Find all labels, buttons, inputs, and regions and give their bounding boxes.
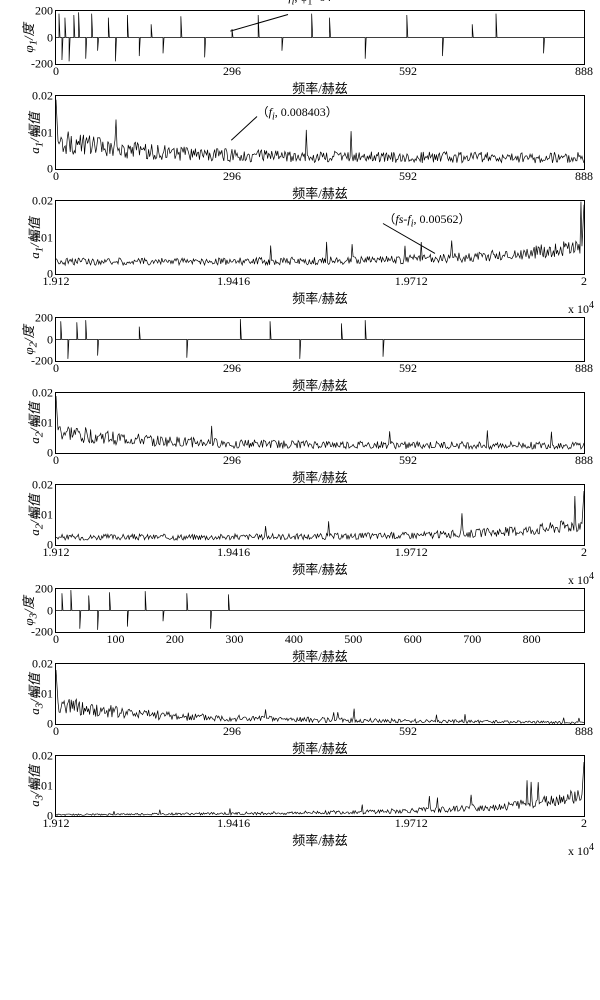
x-tick: 1.9416 <box>217 274 250 289</box>
x-tick: 100 <box>106 632 124 647</box>
x-tick: 0 <box>53 169 59 184</box>
chart-grid: φ1/度-20002000296592888频率/赫兹fi, φ1=64° a1/… <box>5 10 600 817</box>
x-tick: 592 <box>399 64 417 79</box>
x-axis-label: 频率/赫兹 <box>292 288 348 307</box>
x-tick: 296 <box>223 64 241 79</box>
chart-panel-p2: a1/幅值00.010.020296592888频率/赫兹（fi, 0.0084… <box>55 95 585 170</box>
signal-plot <box>56 393 584 453</box>
x-tick: 1.9416 <box>217 816 250 831</box>
chart-panel-p9: a3/幅值00.010.021.9121.94161.97122频率/赫兹x 1… <box>55 755 585 817</box>
y-tick: 0.01 <box>32 416 56 431</box>
annotation-label: （fi, 0.008403） <box>257 103 338 122</box>
x-tick: 0 <box>53 64 59 79</box>
y-axis-label: φ3/度 <box>18 596 40 625</box>
x-tick: 0 <box>53 724 59 739</box>
y-tick: 0.01 <box>32 125 56 140</box>
x-tick: 592 <box>399 453 417 468</box>
y-tick: 0 <box>47 30 56 45</box>
signal-plot <box>56 589 584 632</box>
y-tick: 0 <box>47 332 56 347</box>
x-tick: 500 <box>344 632 362 647</box>
axis-exponent: x 104 <box>568 571 594 588</box>
x-tick: 1.912 <box>43 274 70 289</box>
x-tick: 1.9712 <box>395 274 428 289</box>
x-tick: 1.912 <box>43 545 70 560</box>
y-tick: 0.02 <box>32 89 56 104</box>
x-tick: 296 <box>223 724 241 739</box>
y-tick: 0.02 <box>32 194 56 209</box>
y-tick: 0.01 <box>32 230 56 245</box>
y-tick: 0.02 <box>32 478 56 493</box>
y-tick: 200 <box>35 311 56 326</box>
y-tick: 0.02 <box>32 749 56 764</box>
x-tick: 1.9712 <box>395 816 428 831</box>
x-axis-label: 频率/赫兹 <box>292 559 348 578</box>
y-tick: 0.01 <box>32 687 56 702</box>
x-tick: 888 <box>575 724 593 739</box>
x-tick: 888 <box>575 453 593 468</box>
x-tick: 600 <box>404 632 422 647</box>
x-tick: 296 <box>223 169 241 184</box>
x-tick: 700 <box>463 632 481 647</box>
y-tick: 0.02 <box>32 386 56 401</box>
x-tick: 1.9712 <box>395 545 428 560</box>
chart-panel-p1: φ1/度-20002000296592888频率/赫兹fi, φ1=64° <box>55 10 585 65</box>
x-tick: 296 <box>223 453 241 468</box>
y-tick: 200 <box>35 582 56 597</box>
x-tick: 2 <box>581 545 587 560</box>
x-tick: 0 <box>53 453 59 468</box>
x-tick: 888 <box>575 361 593 376</box>
signal-plot <box>56 318 584 361</box>
chart-panel-p4: φ2/度-20002000296592888频率/赫兹 <box>55 317 585 362</box>
chart-panel-p8: a3/幅值00.010.020296592888频率/赫兹 <box>55 663 585 725</box>
annotation-label: fi, φ1=64° <box>288 0 336 7</box>
signal-plot <box>56 664 584 724</box>
x-tick: 400 <box>285 632 303 647</box>
x-tick: 296 <box>223 361 241 376</box>
axis-exponent: x 104 <box>568 300 594 317</box>
chart-panel-p7: φ3/度-20002000100200300400500600700800频率/… <box>55 588 585 633</box>
y-axis-label: φ2/度 <box>18 325 40 354</box>
y-tick: 0.01 <box>32 779 56 794</box>
signal-plot <box>56 11 584 64</box>
x-tick: 800 <box>523 632 541 647</box>
axis-exponent: x 104 <box>568 842 594 859</box>
x-tick: 2 <box>581 274 587 289</box>
signal-plot <box>56 756 584 816</box>
x-tick: 300 <box>225 632 243 647</box>
y-tick: 0.01 <box>32 508 56 523</box>
y-tick: 0.02 <box>32 657 56 672</box>
y-axis-label: φ1/度 <box>18 23 40 52</box>
x-tick: 888 <box>575 169 593 184</box>
signal-plot <box>56 201 584 274</box>
x-tick: 0 <box>53 361 59 376</box>
x-tick: 592 <box>399 169 417 184</box>
x-tick: 1.9416 <box>217 545 250 560</box>
x-tick: 1.912 <box>43 816 70 831</box>
chart-panel-p6: a2/幅值00.010.021.9121.94161.97122频率/赫兹x 1… <box>55 484 585 546</box>
y-tick: 200 <box>35 4 56 19</box>
x-tick: 0 <box>53 632 59 647</box>
x-tick: 592 <box>399 361 417 376</box>
x-tick: 888 <box>575 64 593 79</box>
x-tick: 200 <box>166 632 184 647</box>
x-tick: 592 <box>399 724 417 739</box>
x-axis-label: 频率/赫兹 <box>292 830 348 849</box>
annotation-label: （fs-fi, 0.00562） <box>383 210 470 229</box>
chart-panel-p3: a1/幅值00.010.021.9121.94161.97122频率/赫兹x 1… <box>55 200 585 275</box>
signal-plot <box>56 485 584 545</box>
y-tick: 0 <box>47 603 56 618</box>
x-tick: 2 <box>581 816 587 831</box>
chart-panel-p5: a2/幅值00.010.020296592888频率/赫兹 <box>55 392 585 454</box>
